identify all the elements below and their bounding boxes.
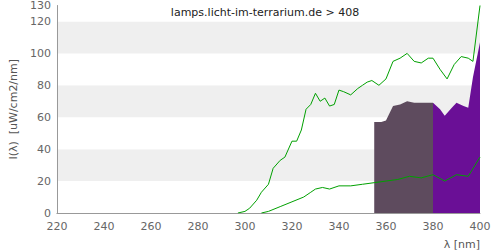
svg-text:360: 360 bbox=[375, 220, 396, 233]
svg-text:20: 20 bbox=[37, 175, 51, 188]
svg-text:lamps.licht-im-terrarium.de >: lamps.licht-im-terrarium.de > 408 bbox=[171, 6, 359, 19]
svg-text:220: 220 bbox=[46, 220, 67, 233]
svg-text:80: 80 bbox=[37, 79, 51, 92]
svg-text:260: 260 bbox=[140, 220, 161, 233]
svg-text:60: 60 bbox=[37, 111, 51, 124]
svg-text:340: 340 bbox=[328, 220, 349, 233]
svg-text:40: 40 bbox=[37, 143, 51, 156]
svg-text:300: 300 bbox=[234, 220, 255, 233]
svg-text:λ [nm]: λ [nm] bbox=[444, 238, 480, 250]
svg-text:240: 240 bbox=[93, 220, 114, 233]
svg-text:380: 380 bbox=[422, 220, 443, 233]
svg-text:320: 320 bbox=[281, 220, 302, 233]
svg-text:280: 280 bbox=[187, 220, 208, 233]
svg-text:130: 130 bbox=[30, 0, 51, 12]
svg-text:100: 100 bbox=[30, 47, 51, 60]
svg-text:I(λ) [uW/cm2/nm]: I(λ) [uW/cm2/nm] bbox=[7, 59, 20, 160]
svg-text:400: 400 bbox=[470, 220, 491, 233]
svg-text:120: 120 bbox=[30, 15, 51, 28]
svg-text:0: 0 bbox=[44, 207, 51, 220]
